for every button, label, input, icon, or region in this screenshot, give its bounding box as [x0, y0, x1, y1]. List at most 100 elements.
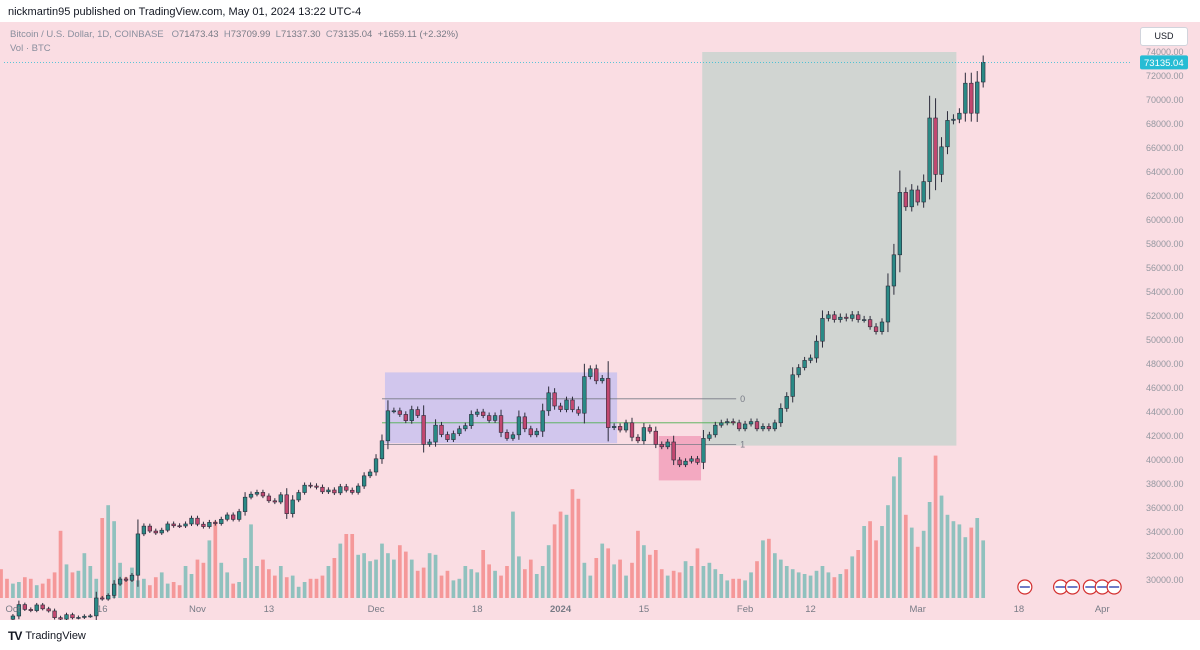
- candle[interactable]: [189, 517, 194, 525]
- candle[interactable]: [76, 617, 81, 619]
- candle[interactable]: [897, 192, 902, 256]
- candle[interactable]: [356, 485, 361, 493]
- candle[interactable]: [88, 615, 93, 618]
- candle[interactable]: [820, 318, 825, 342]
- candle[interactable]: [486, 415, 492, 421]
- candle[interactable]: [52, 610, 57, 618]
- candle[interactable]: [671, 441, 676, 461]
- candle[interactable]: [117, 578, 123, 585]
- candle[interactable]: [611, 426, 617, 428]
- candle[interactable]: [600, 378, 605, 382]
- candle[interactable]: [421, 415, 426, 445]
- candle[interactable]: [564, 399, 569, 410]
- candle[interactable]: [445, 434, 450, 440]
- candle[interactable]: [498, 415, 504, 433]
- candle[interactable]: [296, 492, 301, 501]
- candle[interactable]: [838, 316, 843, 320]
- candle[interactable]: [653, 430, 658, 445]
- candle[interactable]: [546, 392, 551, 412]
- candle[interactable]: [236, 511, 242, 520]
- candle[interactable]: [713, 424, 718, 436]
- candle[interactable]: [106, 595, 111, 600]
- candle[interactable]: [701, 438, 706, 463]
- candle[interactable]: [719, 422, 724, 426]
- candle[interactable]: [492, 415, 498, 421]
- candle[interactable]: [867, 319, 873, 328]
- candle[interactable]: [873, 326, 879, 332]
- candle[interactable]: [332, 489, 337, 494]
- candle[interactable]: [879, 321, 885, 332]
- candle[interactable]: [760, 426, 766, 430]
- candle[interactable]: [248, 493, 254, 498]
- candle[interactable]: [165, 523, 170, 531]
- candle[interactable]: [921, 181, 926, 203]
- candle[interactable]: [34, 604, 39, 611]
- candle[interactable]: [927, 117, 932, 182]
- candle[interactable]: [683, 460, 688, 466]
- candle[interactable]: [46, 608, 51, 612]
- candle[interactable]: [623, 422, 629, 431]
- candle[interactable]: [207, 522, 212, 527]
- candle[interactable]: [790, 374, 795, 397]
- candle[interactable]: [516, 416, 522, 436]
- candle[interactable]: [415, 409, 420, 416]
- candle[interactable]: [850, 314, 855, 319]
- tradingview-logo[interactable]: TV TradingView: [8, 629, 86, 643]
- candle[interactable]: [778, 408, 783, 424]
- candle[interactable]: [659, 444, 664, 448]
- candle[interactable]: [969, 82, 974, 114]
- candle[interactable]: [540, 410, 545, 432]
- candle[interactable]: [320, 486, 325, 493]
- candle[interactable]: [141, 525, 147, 535]
- candle[interactable]: [576, 409, 581, 414]
- candle[interactable]: [754, 421, 760, 430]
- candle[interactable]: [784, 396, 789, 409]
- candle[interactable]: [40, 604, 45, 610]
- candle[interactable]: [22, 604, 27, 610]
- candle[interactable]: [469, 414, 474, 426]
- candle[interactable]: [594, 368, 599, 382]
- candle[interactable]: [344, 486, 349, 491]
- candle[interactable]: [963, 82, 968, 114]
- candle[interactable]: [677, 459, 682, 466]
- candle[interactable]: [748, 421, 754, 425]
- candle[interactable]: [606, 378, 611, 428]
- candle[interactable]: [367, 471, 373, 477]
- candle[interactable]: [254, 492, 260, 495]
- candle[interactable]: [617, 426, 623, 431]
- candle[interactable]: [826, 314, 831, 319]
- candle[interactable]: [94, 597, 99, 617]
- candle[interactable]: [338, 486, 343, 494]
- candle[interactable]: [64, 614, 69, 620]
- candle[interactable]: [308, 484, 313, 487]
- candle[interactable]: [171, 523, 176, 527]
- candle[interactable]: [219, 518, 224, 524]
- candle[interactable]: [284, 494, 289, 514]
- candle[interactable]: [451, 433, 456, 440]
- candle[interactable]: [391, 410, 397, 413]
- candle[interactable]: [100, 597, 105, 600]
- candle[interactable]: [981, 62, 986, 83]
- candle[interactable]: [695, 458, 700, 463]
- candle[interactable]: [891, 254, 897, 287]
- candle[interactable]: [689, 458, 694, 462]
- candle[interactable]: [808, 357, 813, 361]
- candle[interactable]: [534, 430, 539, 436]
- candle[interactable]: [629, 422, 635, 438]
- candle[interactable]: [111, 583, 117, 596]
- candle[interactable]: [123, 578, 129, 581]
- candle[interactable]: [528, 428, 533, 436]
- candle[interactable]: [373, 458, 379, 473]
- candle[interactable]: [856, 314, 861, 320]
- candle[interactable]: [570, 399, 575, 410]
- candle[interactable]: [397, 410, 402, 415]
- candle[interactable]: [433, 424, 438, 443]
- chart-area[interactable]: [0, 22, 1200, 620]
- candle[interactable]: [147, 525, 152, 532]
- candle[interactable]: [558, 405, 563, 410]
- candle[interactable]: [439, 424, 444, 435]
- candle[interactable]: [135, 533, 141, 576]
- candle[interactable]: [939, 146, 944, 175]
- candle[interactable]: [70, 614, 75, 619]
- currency-button[interactable]: USD: [1140, 27, 1188, 46]
